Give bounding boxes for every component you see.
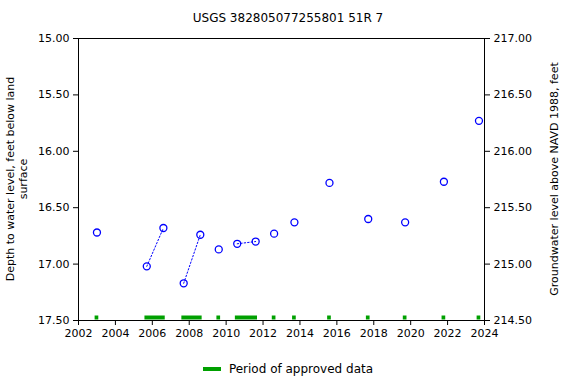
svg-text:217.00: 217.00 <box>494 32 533 45</box>
svg-text:2016: 2016 <box>323 327 351 340</box>
svg-text:17.50: 17.50 <box>38 314 70 327</box>
svg-text:2012: 2012 <box>249 327 277 340</box>
svg-text:2004: 2004 <box>101 327 129 340</box>
svg-text:214.50: 214.50 <box>494 314 533 327</box>
html-text:Period of approved data: Period of approved data <box>228 362 374 376</box>
svg-text:2022: 2022 <box>434 327 462 340</box>
svg-text:2006: 2006 <box>138 327 166 340</box>
html-text:USGS 382805077255801 51R 7: USGS 382805077255801 51R 7 <box>192 11 384 25</box>
svg-text:2014: 2014 <box>286 327 314 340</box>
svg-text:2024: 2024 <box>471 327 499 340</box>
svg-text:16.50: 16.50 <box>38 201 70 214</box>
svg-text:216.50: 216.50 <box>494 88 533 101</box>
svg-text:Depth to water level, feet bel: Depth to water level, feet below landsur… <box>4 77 30 282</box>
svg-text:216.00: 216.00 <box>494 145 533 158</box>
svg-text:Groundwater level above NAVD 1: Groundwater level above NAVD 1988, feet <box>548 62 561 296</box>
svg-text:215.50: 215.50 <box>494 201 533 214</box>
svg-text:215.00: 215.00 <box>494 258 533 271</box>
svg-text:2008: 2008 <box>175 327 203 340</box>
svg-text:2010: 2010 <box>212 327 240 340</box>
svg-text:2002: 2002 <box>65 327 93 340</box>
svg-text:2018: 2018 <box>360 327 388 340</box>
svg-text:2020: 2020 <box>397 327 425 340</box>
svg-text:16.00: 16.00 <box>38 145 70 158</box>
svg-text:15.50: 15.50 <box>38 88 70 101</box>
svg-text:15.00: 15.00 <box>38 32 70 45</box>
svg-text:17.00: 17.00 <box>38 258 70 271</box>
